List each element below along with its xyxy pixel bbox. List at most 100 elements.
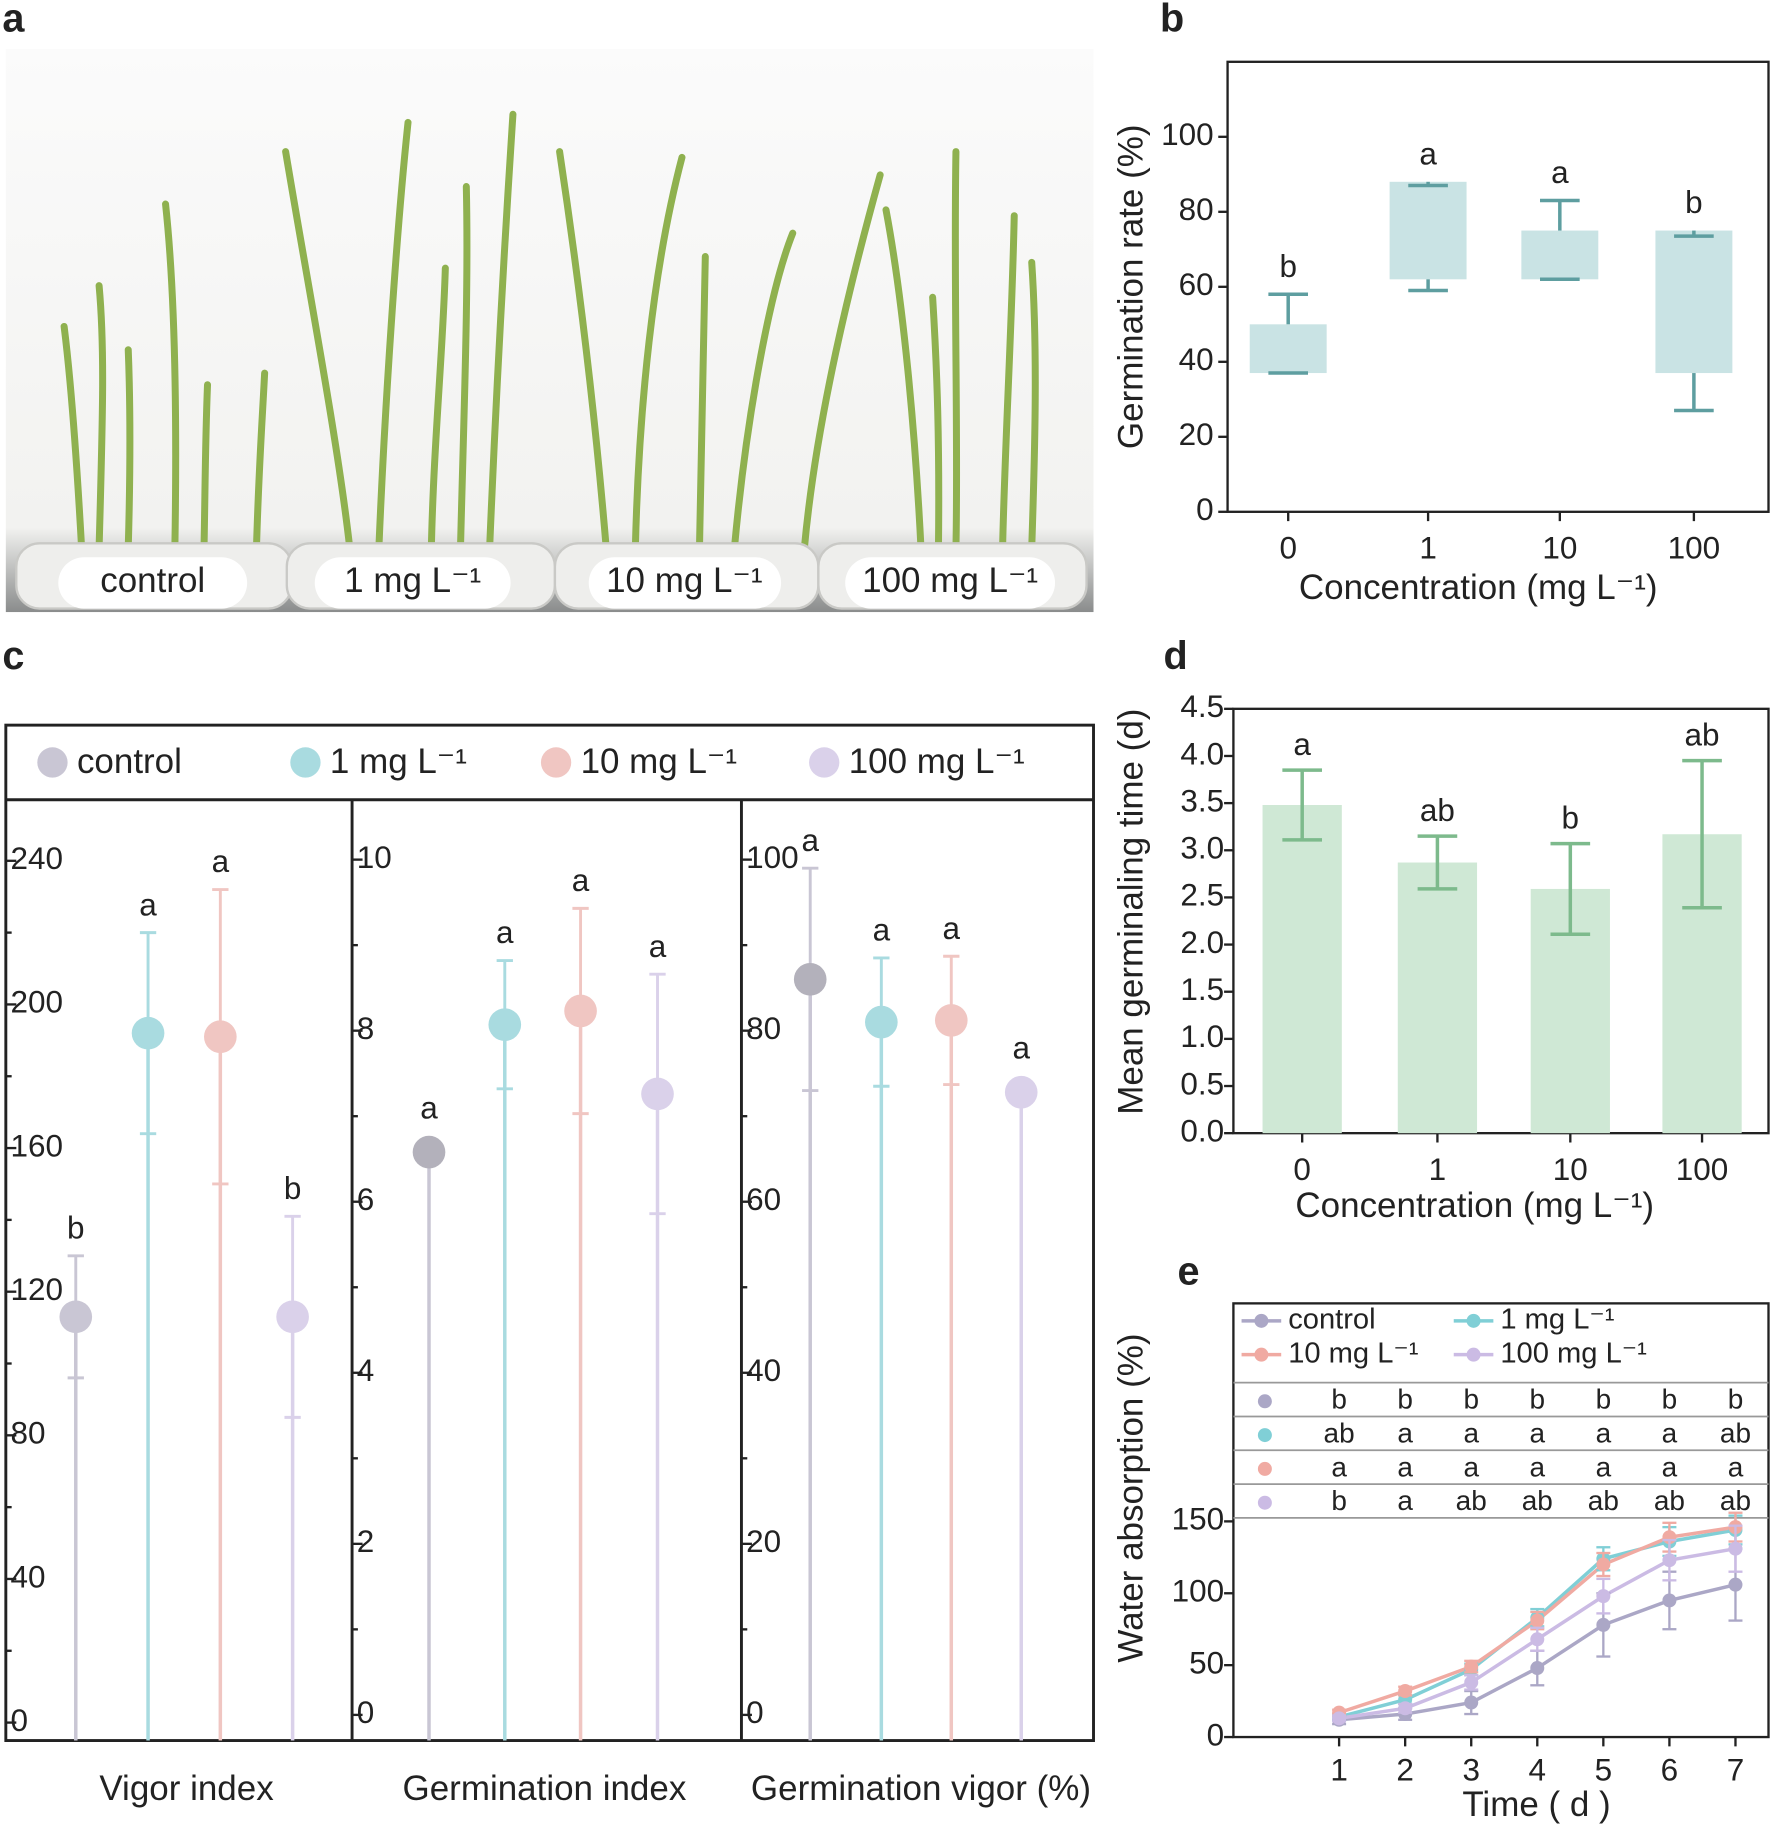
significance-letter: a (1728, 1451, 1744, 1482)
x-tick-label: 7 (1727, 1752, 1745, 1787)
y-tick-label: 100 (1172, 1574, 1225, 1609)
y-tick-label: 80 (10, 1416, 45, 1451)
x-tick-label: 4 (1529, 1752, 1547, 1787)
x-tick-label: 1 (1330, 1752, 1348, 1787)
table-marker (1257, 1461, 1272, 1476)
significance-letter: a (873, 913, 891, 948)
dot (204, 1020, 237, 1054)
y-tick-label: 2.5 (1180, 878, 1224, 913)
significance-letter: a (420, 1090, 438, 1125)
y-tick-label: 0.5 (1180, 1066, 1224, 1101)
panel-label: e (1177, 1250, 1199, 1294)
legend-marker (809, 747, 840, 778)
legend-marker (37, 747, 68, 778)
point (1662, 1593, 1677, 1608)
significance-letter: a (1596, 1417, 1612, 1448)
significance-letter: b (1562, 801, 1580, 836)
y-tick-label: 40 (10, 1559, 45, 1594)
box (1521, 230, 1599, 280)
significance-letter: ab (1324, 1417, 1355, 1448)
significance-letter: a (649, 929, 667, 964)
y-tick-label: 1.5 (1180, 972, 1224, 1007)
significance-letter: b (1530, 1384, 1546, 1415)
dot (865, 1005, 898, 1039)
y-tick-label: 80 (1179, 192, 1214, 227)
significance-letter: a (1551, 155, 1569, 190)
point (1596, 1557, 1611, 1572)
x-axis-label: Time ( d ) (1462, 1785, 1610, 1824)
dot (793, 963, 827, 996)
significance-letter: ab (1720, 1417, 1751, 1448)
y-tick-label: 4.5 (1180, 689, 1224, 724)
dot (1004, 1075, 1038, 1109)
significance-letter: b (67, 1210, 85, 1245)
y-tick-label: 10 (357, 840, 392, 875)
y-tick-label: 120 (10, 1272, 63, 1307)
legend-marker (290, 747, 321, 778)
y-axis-label: Mean germinaling time (d) (1111, 709, 1150, 1115)
y-tick-label: 8 (357, 1011, 375, 1046)
significance-letter: b (1685, 185, 1703, 220)
significance-letter: b (284, 1171, 302, 1206)
bar (1397, 862, 1478, 1134)
y-axis-label: Water absorption (%) (1111, 1334, 1150, 1663)
dot (564, 994, 597, 1028)
y-tick-label: 6 (357, 1182, 375, 1217)
x-tick-label: 10 (1542, 531, 1577, 566)
legend-marker (1254, 1313, 1269, 1328)
photo-label: 10 mg L⁻¹ (606, 561, 762, 600)
legend-marker (540, 747, 572, 778)
legend-label: 1 mg L⁻¹ (330, 742, 467, 781)
y-tick-label: 3.0 (1180, 831, 1224, 866)
box (1655, 230, 1733, 374)
panel-label: d (1163, 634, 1187, 678)
dot (934, 1004, 968, 1037)
y-tick-label: 150 (1172, 1502, 1225, 1537)
significance-letter: a (139, 887, 157, 922)
dot (412, 1135, 446, 1169)
significance-letter: a (496, 915, 514, 950)
x-tick-label: 0 (1293, 1152, 1311, 1187)
x-tick-label: 100 (1676, 1152, 1729, 1187)
y-tick-label: 240 (10, 841, 63, 876)
dot (131, 1016, 165, 1050)
significance-letter: ab (1588, 1485, 1619, 1516)
point (1530, 1661, 1545, 1676)
point (1464, 1675, 1479, 1690)
y-axis-label: Germination rate (%) (1111, 125, 1150, 450)
y-tick-label: 1.0 (1180, 1019, 1224, 1054)
table-marker (1257, 1394, 1272, 1409)
significance-letter: b (1279, 249, 1297, 284)
significance-letter: ab (1456, 1485, 1487, 1516)
y-tick-label: 0 (10, 1703, 28, 1738)
y-tick-label: 40 (1179, 342, 1214, 377)
x-tick-label: 1 (1419, 531, 1437, 566)
panel-label: a (2, 0, 25, 40)
point (1662, 1553, 1677, 1568)
y-tick-label: 3.5 (1180, 783, 1224, 818)
legend-label: 10 mg L⁻¹ (1288, 1337, 1419, 1369)
legend-label: control (1288, 1304, 1375, 1336)
y-tick-label: 2.0 (1180, 925, 1224, 960)
box (1389, 181, 1467, 280)
point (1530, 1613, 1545, 1628)
significance-letter: ab (1420, 793, 1455, 828)
y-tick-label: 100 (746, 840, 799, 875)
y-tick-label: 0.0 (1180, 1113, 1224, 1148)
y-tick-label: 0 (746, 1695, 764, 1730)
significance-letter: a (1397, 1485, 1413, 1516)
significance-letter: a (1662, 1417, 1678, 1448)
legend-label: 1 mg L⁻¹ (1500, 1304, 1614, 1336)
bar (1262, 805, 1342, 1134)
legend-marker (1466, 1347, 1481, 1362)
significance-letter: a (1463, 1417, 1479, 1448)
significance-letter: a (572, 863, 590, 898)
x-tick-label: 10 (1553, 1152, 1588, 1187)
y-tick-label: 40 (746, 1353, 781, 1388)
point (1464, 1659, 1479, 1674)
significance-letter: b (1331, 1384, 1347, 1415)
photo-label: control (100, 561, 205, 600)
y-tick-label: 100 (1161, 117, 1214, 152)
legend-marker (1254, 1347, 1269, 1362)
